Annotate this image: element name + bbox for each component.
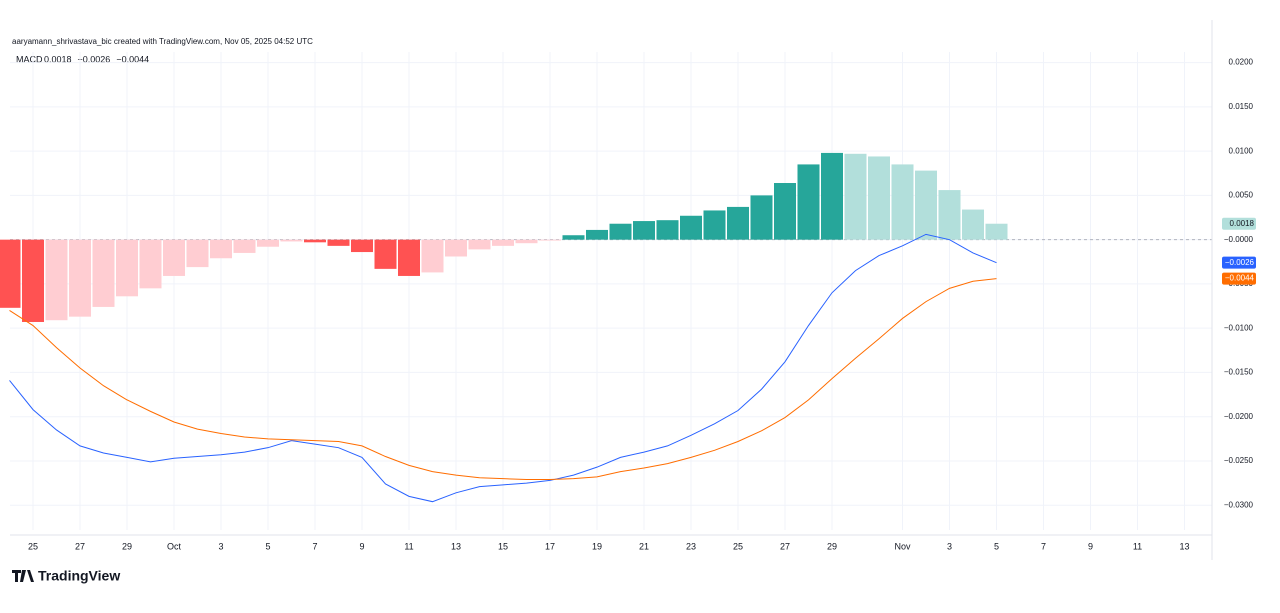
- histogram-bar: [821, 152, 843, 240]
- histogram-bar: [69, 239, 91, 317]
- x-tick-label: 7: [312, 541, 317, 551]
- histogram-bar: [492, 239, 514, 246]
- histogram-bar: [421, 239, 444, 273]
- price-badge: [1222, 272, 1256, 285]
- line: [9, 233, 997, 503]
- x-tick-label: 27: [75, 541, 85, 551]
- legend-value: −0.0026: [78, 54, 111, 64]
- histogram-bar: [351, 239, 373, 253]
- histogram-bar: [257, 239, 279, 247]
- histogram-bar: [586, 229, 608, 240]
- histogram-bar: [915, 170, 937, 240]
- price-badge-label: −0.0044: [1225, 274, 1255, 283]
- x-tick-label: Nov: [894, 541, 911, 551]
- x-tick-label: 29: [122, 541, 132, 551]
- histogram-bar: [774, 183, 796, 240]
- x-tick-label: 3: [218, 541, 223, 551]
- histogram-bar: [374, 239, 397, 269]
- x-tick-label: 7: [1041, 541, 1046, 551]
- y-tick-label: −0.0150: [1224, 368, 1254, 377]
- line: [9, 278, 997, 481]
- x-tick-label: 11: [1133, 541, 1142, 551]
- x-tick-label: 17: [545, 541, 555, 551]
- x-tick-label: 11: [404, 541, 413, 551]
- price-badge: [1222, 256, 1256, 269]
- x-tick-label: 27: [780, 541, 790, 551]
- x-tick-label: 9: [1088, 541, 1093, 551]
- logo-text: TradingView: [38, 568, 120, 584]
- y-tick-label: −0.0250: [1224, 456, 1254, 465]
- y-tick-label: −0.0200: [1224, 412, 1254, 421]
- y-tick-label: 0.0200: [1229, 58, 1254, 67]
- legend-value: 0.0018: [44, 54, 72, 64]
- x-tick-label: 13: [1179, 541, 1189, 551]
- histogram-bar: [233, 239, 256, 253]
- x-tick-label: 21: [639, 541, 649, 551]
- histogram-bar: [22, 239, 44, 322]
- histogram-bar: [468, 239, 491, 250]
- x-tick-label: 15: [498, 541, 508, 551]
- logo: TradingView: [12, 568, 120, 584]
- x-tick-label: 13: [451, 541, 461, 551]
- y-tick-label: 0.0150: [1229, 102, 1254, 111]
- attribution: aaryamann_shrivastava_bic created with T…: [12, 37, 313, 46]
- y-tick-label: 0.0100: [1229, 146, 1254, 155]
- y-tick-label: −0.0300: [1224, 500, 1254, 509]
- histogram-bar: [703, 210, 726, 240]
- histogram-bar: [163, 239, 185, 276]
- histogram-bar: [562, 235, 585, 240]
- y-tick-label: 0.0050: [1229, 191, 1254, 200]
- histogram-bar: [327, 239, 350, 246]
- x-tick-label: 23: [686, 541, 696, 551]
- x-tick-label: 9: [359, 541, 364, 551]
- x-tick-label: 25: [733, 541, 743, 551]
- histogram-bar: [750, 195, 773, 240]
- histogram-bar: [680, 215, 702, 240]
- histogram-bar: [445, 239, 467, 257]
- histogram-bar: [398, 239, 420, 276]
- histogram-bar: [139, 239, 162, 289]
- histogram-bar: [186, 239, 209, 268]
- histogram-bar: [0, 239, 21, 308]
- x-tick-label: 29: [827, 541, 837, 551]
- histogram-bar: [656, 220, 679, 240]
- x-tick-label: 3: [947, 541, 952, 551]
- histogram-bar: [985, 223, 1008, 240]
- x-tick-label: 19: [592, 541, 602, 551]
- histogram-bar: [210, 239, 232, 259]
- histogram-bar: [962, 209, 984, 240]
- legend-value: −0.0044: [116, 54, 149, 64]
- indicator-name: MACD: [16, 54, 43, 64]
- x-tick-label: 25: [28, 541, 38, 551]
- histogram-bar: [727, 206, 749, 240]
- x-tick-label: 5: [265, 541, 270, 551]
- histogram-bar: [891, 164, 914, 240]
- x-tick-label: 5: [994, 541, 999, 551]
- legend: 0.0018 −0.0026 −0.0044: [44, 54, 149, 64]
- histogram-bar: [539, 239, 561, 241]
- histogram-bar: [515, 239, 538, 244]
- histogram-bar: [938, 190, 961, 240]
- price-badge: [1222, 217, 1256, 230]
- histogram-bar: [844, 153, 867, 240]
- histogram-bar: [280, 239, 303, 242]
- histogram-bar: [92, 239, 115, 307]
- histogram-bar: [609, 223, 632, 240]
- price-badge-label: −0.0026: [1225, 258, 1255, 267]
- y-tick-label: −0.0100: [1224, 323, 1254, 332]
- histogram-bar: [45, 239, 68, 321]
- x-tick-label: Oct: [167, 541, 182, 551]
- y-tick-label: −0.0000: [1224, 235, 1254, 244]
- histogram-bar: [304, 239, 326, 243]
- histogram-bar: [116, 239, 138, 297]
- histogram-bar: [633, 221, 655, 240]
- histogram-bar: [868, 156, 890, 240]
- histogram-bar: [797, 164, 820, 240]
- price-badge-label: 0.0018: [1230, 219, 1255, 228]
